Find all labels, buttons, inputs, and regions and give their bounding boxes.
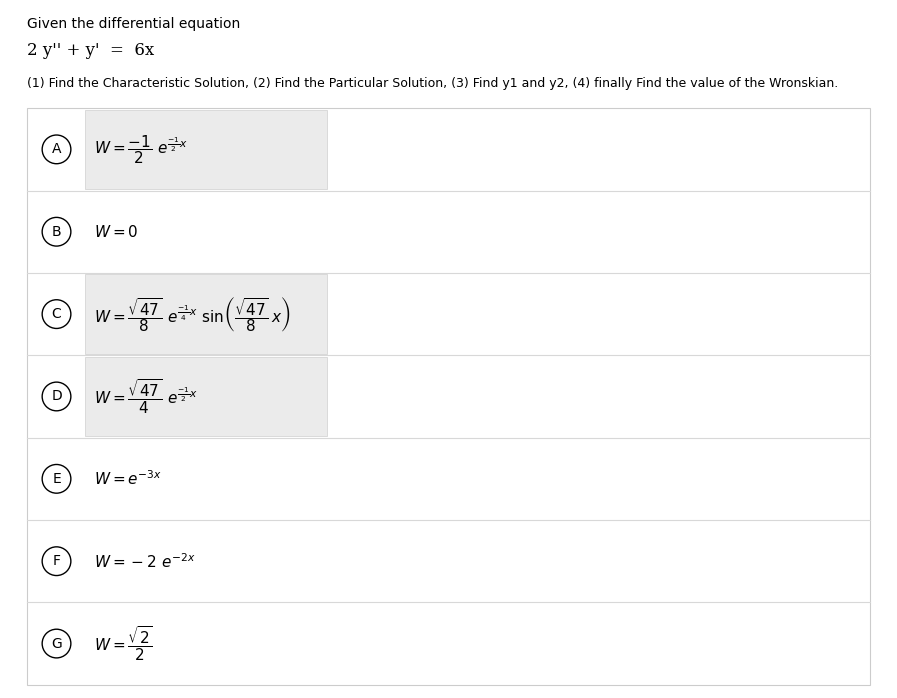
Ellipse shape xyxy=(42,629,71,658)
Text: (1) Find the Characteristic Solution, (2) Find the Particular Solution, (3) Find: (1) Find the Characteristic Solution, (2… xyxy=(27,77,838,90)
Text: G: G xyxy=(51,637,62,651)
Text: $W = \dfrac{\sqrt{47}}{8}\ e^{\frac{-1}{4}x}\ \sin\!\left(\dfrac{\sqrt{47}}{8}\,: $W = \dfrac{\sqrt{47}}{8}\ e^{\frac{-1}{… xyxy=(94,295,291,334)
Text: F: F xyxy=(53,554,60,568)
Ellipse shape xyxy=(42,464,71,493)
Text: $W = \dfrac{\sqrt{47}}{4}\ e^{\frac{-1}{2}x}$: $W = \dfrac{\sqrt{47}}{4}\ e^{\frac{-1}{… xyxy=(94,377,198,416)
Text: B: B xyxy=(52,225,61,239)
Text: D: D xyxy=(51,389,62,403)
FancyBboxPatch shape xyxy=(85,274,327,354)
Ellipse shape xyxy=(42,382,71,411)
Text: Given the differential equation: Given the differential equation xyxy=(27,17,240,31)
FancyBboxPatch shape xyxy=(85,357,327,436)
Text: 2 y'' + y'  =  6x: 2 y'' + y' = 6x xyxy=(27,42,154,59)
Text: $W = 0$: $W = 0$ xyxy=(94,224,139,239)
Ellipse shape xyxy=(42,547,71,576)
Text: A: A xyxy=(52,142,61,156)
Text: $W = -2\ e^{-2x}$: $W = -2\ e^{-2x}$ xyxy=(94,552,196,570)
Text: $W = \dfrac{\sqrt{2}}{2}$: $W = \dfrac{\sqrt{2}}{2}$ xyxy=(94,624,152,663)
FancyBboxPatch shape xyxy=(85,110,327,189)
Text: E: E xyxy=(52,472,61,486)
Ellipse shape xyxy=(42,217,71,246)
Text: $W = e^{-3x}$: $W = e^{-3x}$ xyxy=(94,470,162,488)
Text: $W = \dfrac{-1}{2}\ e^{\frac{-1}{2}x}$: $W = \dfrac{-1}{2}\ e^{\frac{-1}{2}x}$ xyxy=(94,133,188,165)
Ellipse shape xyxy=(42,135,71,164)
Ellipse shape xyxy=(42,299,71,329)
Text: C: C xyxy=(52,307,61,321)
